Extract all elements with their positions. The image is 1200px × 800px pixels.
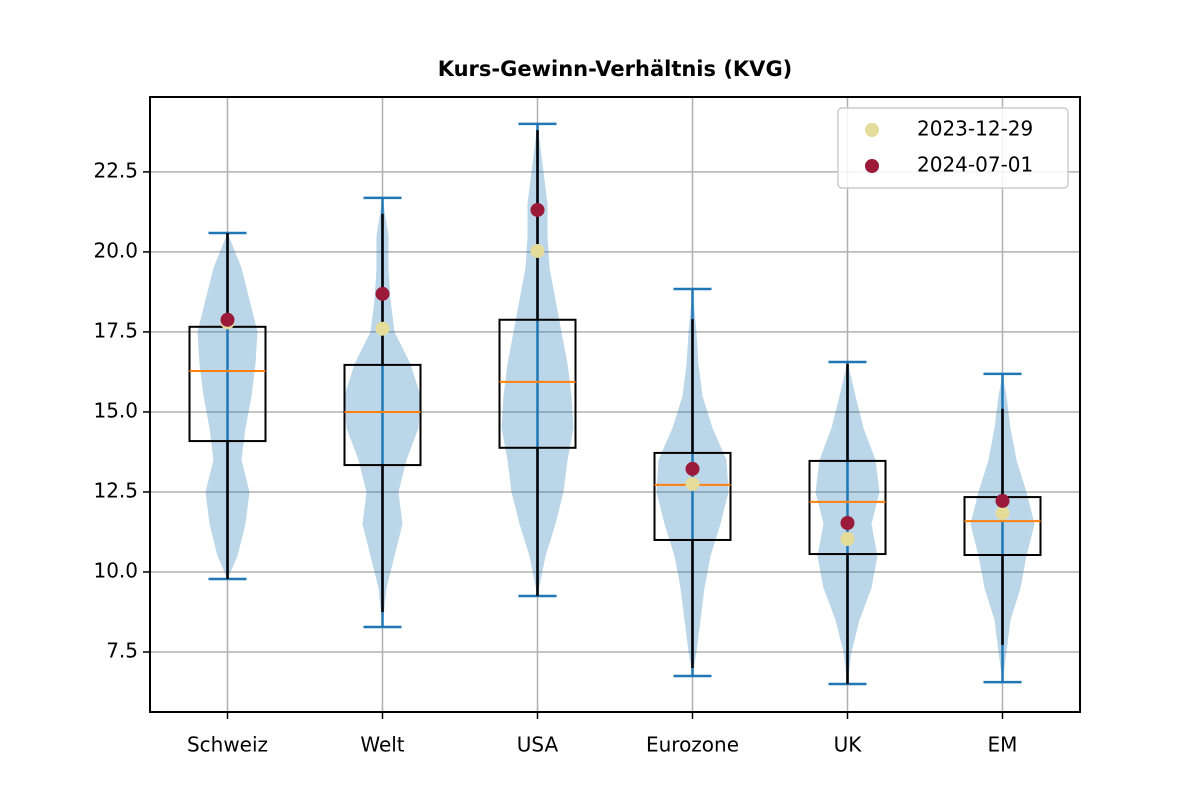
- y-tick-label: 15.0: [93, 398, 138, 422]
- legend-label: 2023-12-29: [917, 117, 1033, 141]
- violin-body: [656, 289, 693, 676]
- x-tick-label: Eurozone: [646, 733, 739, 757]
- x-tick-label: Schweiz: [187, 733, 268, 757]
- y-tick-label: 7.5: [106, 638, 138, 662]
- violin-body: [501, 123, 538, 596]
- chart-title: Kurs-Gewinn-Verhältnis (KVG): [438, 57, 793, 81]
- box: [808, 459, 887, 556]
- violin-body: [847, 362, 880, 684]
- point: [840, 516, 855, 531]
- y-tick-label: 12.5: [93, 478, 138, 502]
- violin-body: [1002, 373, 1035, 683]
- legend-marker: [865, 159, 879, 173]
- violin-body: [197, 233, 228, 580]
- legend-label: 2024-07-01: [917, 153, 1033, 177]
- point: [685, 476, 700, 491]
- legend-marker: [865, 123, 879, 137]
- point: [530, 202, 545, 217]
- point: [530, 243, 545, 258]
- violin-body: [692, 289, 729, 676]
- box: [653, 451, 732, 541]
- point: [995, 493, 1010, 508]
- point: [220, 312, 235, 327]
- y-tick-label: 20.0: [93, 238, 138, 262]
- x-tick-label: USA: [517, 733, 559, 757]
- violin-body: [970, 373, 1003, 683]
- violin-body: [815, 362, 848, 684]
- point: [375, 321, 390, 336]
- x-tick-label: Welt: [360, 733, 404, 757]
- point: [685, 461, 700, 476]
- box: [343, 363, 422, 467]
- x-tick-label: EM: [988, 733, 1018, 757]
- y-tick-label: 17.5: [93, 318, 138, 342]
- box: [498, 318, 577, 449]
- x-tick-label: UK: [834, 733, 863, 757]
- plot-frame: [149, 96, 1081, 713]
- y-tick-label: 10.0: [93, 558, 138, 582]
- legend-box: [837, 107, 1069, 189]
- violin-body: [227, 233, 258, 580]
- point: [995, 506, 1010, 521]
- violin-body: [537, 123, 574, 596]
- y-tick-label: 22.5: [93, 158, 138, 182]
- point: [840, 532, 855, 547]
- point: [375, 286, 390, 301]
